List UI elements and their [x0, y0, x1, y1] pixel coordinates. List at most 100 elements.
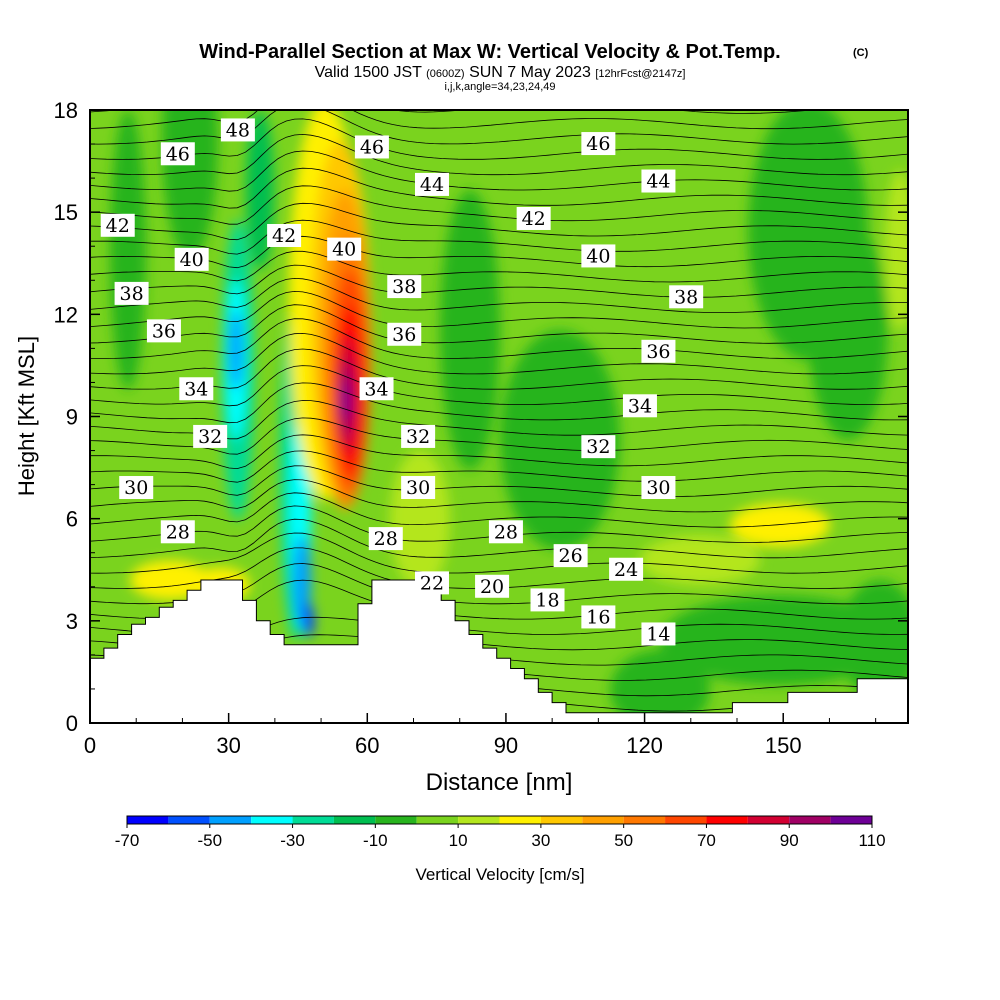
x-tick-label: 0: [84, 733, 96, 758]
colorbar-swatch: [789, 816, 831, 824]
theta-contour-labels: 48 46 46 46 44 44 42 42 42 40 40 40 38 38 38 36 36 36 34 34…: [100, 118, 704, 646]
colorbar-swatch: [665, 816, 707, 824]
contour-label-text: 40: [332, 239, 356, 261]
theta-contour-line: [90, 150, 908, 192]
contour-label-text: 38: [674, 286, 698, 308]
theta-contour-label: 16: [581, 605, 616, 629]
colorbar-swatch: [333, 816, 376, 824]
colorbar-swatch: [251, 816, 293, 824]
theta-contour-label: 42: [100, 213, 135, 237]
contour-label-text: 28: [166, 521, 190, 543]
contour-label-text: 40: [180, 249, 204, 271]
theta-contour-line: [90, 304, 908, 344]
theta-contour-label: 42: [267, 224, 302, 248]
colorbar-swatch: [540, 816, 583, 824]
velocity-region: [885, 170, 908, 330]
colorbar-frame: [126, 815, 873, 825]
theta-contour-label: 28: [488, 520, 523, 544]
chart-title: Wind-Parallel Section at Max W: Vertical…: [199, 41, 780, 63]
contour-label-text: 48: [226, 119, 250, 141]
theta-contour-label: 38: [669, 285, 704, 309]
y-tick-label: 6: [66, 507, 78, 532]
colorbar-tick-label: 10: [449, 831, 468, 850]
contour-label-box: [368, 527, 403, 551]
contour-label-text: 14: [646, 623, 670, 645]
theta-contour-label: 48: [220, 118, 255, 142]
contour-label-text: 46: [586, 133, 610, 155]
colorbar-tick-label: -70: [115, 831, 140, 850]
contour-label-text: 36: [392, 324, 416, 346]
theta-contour-label: 32: [581, 435, 616, 459]
contour-label-box: [581, 605, 616, 629]
colorbar-swatch: [127, 816, 169, 824]
contour-label-box: [387, 275, 422, 299]
theta-contour-label: 22: [414, 571, 449, 595]
theta-contour-line: [90, 332, 908, 375]
y-tick-label: 15: [54, 200, 78, 225]
contour-label-text: 28: [494, 521, 518, 543]
valid-date: SUN 7 May 2023: [469, 64, 591, 81]
x-tick-label: 60: [355, 733, 379, 758]
theta-contour-label: 36: [387, 322, 422, 346]
x-axis: 0 30 60 90 120 150: [84, 713, 877, 758]
theta-contour-line: [90, 264, 908, 298]
contour-label-text: 44: [646, 171, 670, 193]
contour-label-box: [174, 247, 209, 271]
velocity-region: [110, 110, 146, 390]
index-line: i,j,k,angle=34,23,24,49: [444, 81, 555, 93]
theta-contour-label: 32: [401, 424, 436, 448]
theta-contour-label: 28: [160, 520, 195, 544]
theta-contour-label: 44: [641, 169, 676, 193]
theta-contour-label: 38: [114, 281, 149, 305]
contour-label-text: 38: [392, 276, 416, 298]
theta-contour-label: 14: [641, 622, 676, 646]
theta-contour-label: 28: [368, 527, 403, 551]
contour-label-text: 34: [628, 395, 652, 417]
theta-contour-label: 34: [622, 394, 657, 418]
contour-label-text: 42: [272, 225, 296, 247]
colorbar-tick-label: 70: [697, 831, 716, 850]
theta-contour-line: [90, 382, 908, 424]
contour-label-text: 22: [420, 572, 444, 594]
contour-label-box: [267, 224, 302, 248]
contour-label-box: [553, 544, 588, 568]
y-axis-label: Height [Kft MSL]: [14, 336, 39, 496]
contour-label-text: 20: [480, 576, 504, 598]
contour-label-text: 34: [364, 378, 388, 400]
theta-contour-label: 46: [354, 135, 389, 159]
theta-contour-label: 36: [641, 339, 676, 363]
x-tick-label: 120: [626, 733, 663, 758]
colorbar-swatch: [706, 816, 748, 824]
theta-contour-line: [90, 250, 908, 283]
contour-label-box: [401, 476, 436, 500]
colorbar-tick-label: -30: [280, 831, 305, 850]
contour-label-box: [475, 574, 510, 598]
colorbar-swatch: [375, 816, 417, 824]
theta-contour-label: 46: [581, 132, 616, 156]
colorbar-tick-label: 90: [780, 831, 799, 850]
theta-contour-line: [90, 110, 817, 114]
theta-contour-line: [90, 450, 908, 483]
theta-contour-line: [90, 434, 908, 470]
velocity-region: [229, 310, 243, 390]
x-tick-label: 150: [765, 733, 802, 758]
contour-label-text: 18: [535, 589, 559, 611]
theta-contour-line: [90, 348, 908, 390]
contour-label-box: [220, 118, 255, 142]
theta-contour-line: [90, 290, 908, 329]
contour-label-text: 32: [586, 436, 610, 458]
y-tick-label: 12: [54, 302, 78, 327]
contour-label-text: 36: [152, 320, 176, 342]
velocity-region: [500, 330, 620, 550]
contour-label-box: [488, 520, 523, 544]
theta-contour-label: 24: [609, 557, 644, 581]
contour-label-box: [641, 169, 676, 193]
colorbar-swatch: [582, 816, 624, 824]
contour-label-text: 30: [406, 477, 430, 499]
theta-contour-line: [90, 532, 908, 574]
theta-contour-label: 30: [119, 476, 154, 500]
contour-label-text: 42: [522, 208, 546, 230]
theta-contour-label: 40: [581, 244, 616, 268]
colorbar-swatch: [458, 816, 500, 824]
colorbar-swatch: [168, 816, 210, 824]
